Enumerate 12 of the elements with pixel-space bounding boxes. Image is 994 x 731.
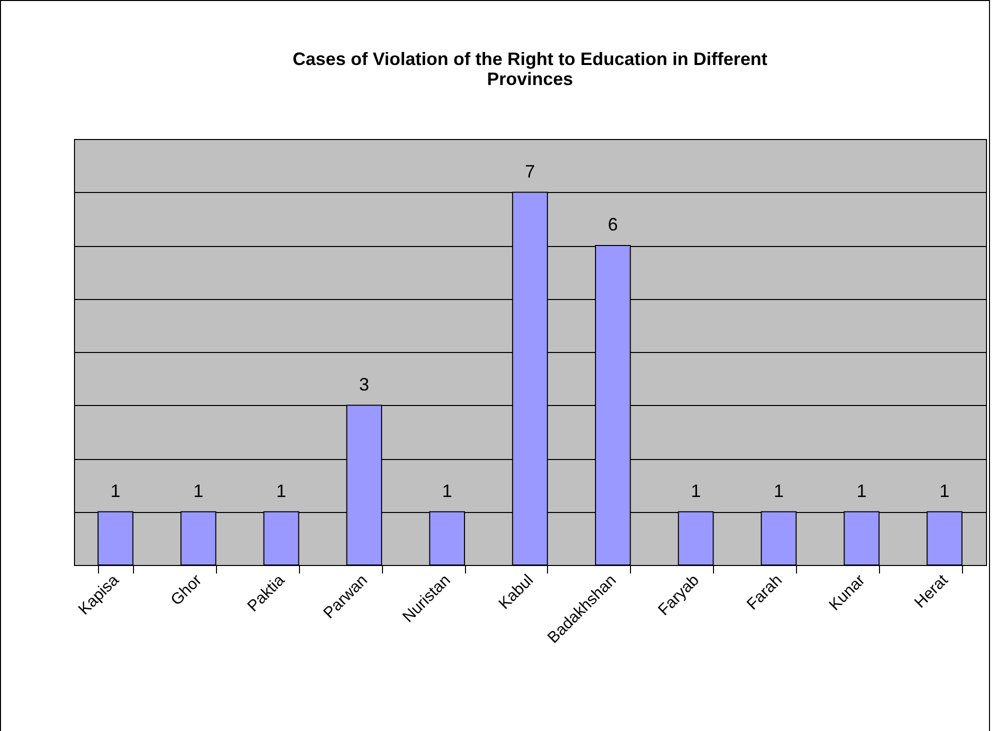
data-label: 1 — [276, 480, 286, 501]
data-label: 1 — [193, 480, 204, 501]
data-label: 7 — [524, 161, 536, 182]
chart-title: Cases of Violation of the Right to Education in Different Provinces — [292, 49, 768, 89]
data-label: 1 — [690, 480, 701, 501]
data-label: 1 — [110, 480, 120, 501]
data-label: 1 — [442, 480, 452, 501]
data-label: 1 — [940, 480, 950, 501]
data-label: 1 — [774, 480, 784, 501]
data-label: 1 — [856, 480, 867, 501]
data-label: 6 — [608, 214, 618, 234]
data-label: 3 — [359, 374, 370, 394]
